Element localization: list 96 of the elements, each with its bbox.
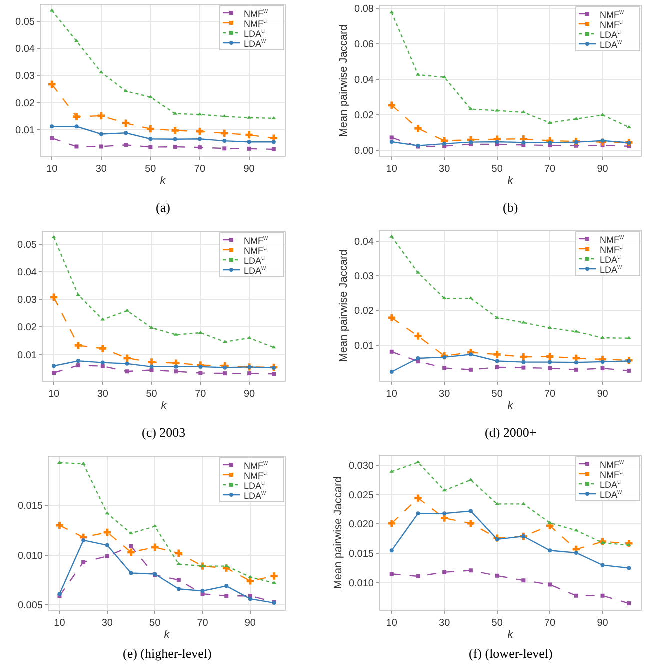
x-axis-title: k	[508, 629, 514, 642]
x-tick-label: 90	[244, 618, 256, 629]
legend-label: LDA$^{u}$	[244, 480, 266, 491]
legend-label: NMF$^{w}$	[244, 235, 268, 246]
x-tick-label: 70	[197, 618, 209, 629]
x-tick-label: 30	[439, 164, 451, 175]
text: (c) 2003	[142, 425, 186, 440]
y-tick-label: 0.03	[16, 71, 36, 82]
legend-label: LDA$^{u}$	[244, 28, 266, 39]
x-axis-title: k	[164, 629, 170, 642]
y-tick-label: 0.08	[354, 4, 374, 16]
legend-label: NMF$^{w}$	[244, 460, 268, 471]
x-tick-label: 10	[386, 618, 398, 629]
legend-label: NMF$^{u}$	[244, 245, 268, 256]
x-tick-label: 50	[492, 164, 504, 175]
x-tick-label: 30	[439, 618, 451, 629]
legend-label: NMF$^{u}$	[244, 18, 268, 29]
x-tick-label: 10	[386, 164, 398, 175]
x-tick-label: 90	[597, 389, 609, 400]
y-axis-title: Mean pairwise Jaccard	[332, 476, 345, 590]
legend-label: NMF$^{w}$	[244, 8, 268, 19]
x-tick-label: 50	[146, 389, 158, 400]
x-tick-label: 10	[54, 618, 66, 629]
x-tick-label: 10	[48, 389, 60, 400]
text: (d) 2000+	[485, 425, 537, 440]
legend-label: LDA$^{w}$	[600, 489, 623, 500]
y-tick-label: 0.02	[18, 322, 38, 334]
y-tick-label: 0.06	[354, 40, 374, 51]
y-tick-label: 0.04	[18, 268, 38, 279]
y-axis-title: Mean pairwise Jaccard	[338, 24, 350, 138]
x-tick-label: 70	[194, 164, 206, 175]
legend-label: NMF$^{u}$	[600, 19, 624, 30]
y-tick-label: 0.05	[16, 16, 36, 28]
y-tick-label: 0.020	[348, 520, 374, 531]
x-tick-label: 70	[544, 389, 556, 400]
y-tick-label: 0.04	[354, 75, 374, 86]
y-tick-label: 0.015	[348, 549, 374, 560]
x-tick-label: 90	[597, 164, 609, 175]
y-tick-label: 0.015	[18, 501, 44, 512]
x-tick-label: 50	[150, 618, 162, 629]
x-axis-title: k	[508, 175, 514, 188]
x-tick-label: 50	[492, 389, 504, 400]
y-tick-label: 0.03	[18, 295, 38, 306]
y-tick-label: 0.02	[16, 98, 36, 110]
x-tick-label: 30	[96, 164, 108, 175]
x-tick-label: 70	[195, 389, 207, 400]
x-tick-label: 10	[46, 164, 58, 175]
legend-label: LDA$^{u}$	[600, 479, 622, 490]
x-axis-title: k	[161, 400, 168, 412]
y-tick-label: 0.01	[16, 126, 36, 137]
x-tick-label: 90	[597, 618, 609, 629]
y-tick-label: 0.02	[354, 306, 374, 318]
x-tick-label: 90	[244, 164, 256, 175]
legend-label: LDA$^{w}$	[600, 264, 623, 275]
legend-label: LDA$^{w}$	[600, 39, 623, 50]
x-tick-label: 30	[97, 389, 109, 400]
y-tick-label: 0.010	[18, 550, 44, 562]
text: (a)	[156, 200, 170, 215]
y-tick-label: 0.04	[354, 236, 374, 248]
legend-label: NMF$^{u}$	[600, 469, 624, 480]
y-tick-label: 0.04	[16, 44, 36, 56]
legend-label: NMF$^{w}$	[600, 234, 624, 245]
y-tick-label: 0.025	[348, 490, 374, 502]
x-axis-title: k	[160, 175, 166, 188]
x-tick-label: 90	[244, 389, 256, 400]
legend-label: LDA$^{u}$	[600, 29, 622, 40]
x-tick-label: 50	[492, 618, 504, 629]
legend-label: NMF$^{w}$	[600, 9, 624, 20]
y-tick-label: 0.01	[354, 340, 374, 352]
x-tick-label: 70	[544, 618, 556, 629]
y-axis-title: Mean pairwise Jaccard	[338, 250, 350, 362]
text: (f) (lower-level)	[469, 646, 553, 661]
legend-label: LDA$^{u}$	[244, 255, 266, 266]
legend-label: LDA$^{w}$	[244, 38, 267, 49]
y-tick-label: 0.005	[18, 600, 44, 612]
x-tick-label: 10	[386, 389, 398, 400]
legend-label: LDA$^{w}$	[244, 490, 267, 501]
x-tick-label: 30	[439, 389, 451, 400]
y-tick-label: 0.01	[18, 350, 38, 362]
legend-label: NMF$^{u}$	[244, 470, 268, 481]
x-tick-label: 70	[544, 164, 556, 175]
y-tick-label: 0.030	[348, 460, 374, 472]
x-axis-title: k	[508, 400, 514, 412]
legend-label: NMF$^{w}$	[600, 459, 624, 470]
y-tick-label: 0.05	[18, 240, 38, 251]
x-tick-label: 30	[102, 618, 114, 629]
x-tick-label: 50	[145, 164, 157, 175]
text: (e) (higher-level)	[123, 646, 212, 661]
legend-label: LDA$^{u}$	[600, 254, 622, 265]
y-tick-label: 0.00	[354, 146, 374, 158]
legend-label: NMF$^{u}$	[600, 244, 624, 255]
y-tick-label: 0.02	[354, 110, 374, 122]
y-tick-label: 0.03	[354, 272, 374, 283]
text: (b)	[503, 200, 518, 215]
legend-label: LDA$^{w}$	[244, 265, 267, 276]
y-tick-label: 0.010	[348, 578, 374, 590]
